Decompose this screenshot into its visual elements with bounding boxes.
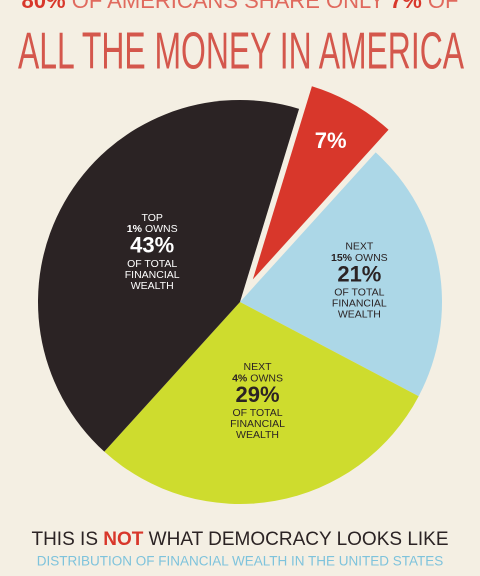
pie-slice	[104, 302, 419, 504]
slice-label: 15% OWNS	[331, 252, 388, 264]
slice-label: WEALTH	[131, 280, 174, 292]
slice-label: TOP	[141, 212, 162, 224]
kicker: 80% OF AMERICANS SHARE ONLY 7% OF	[22, 0, 459, 13]
slice-verb: OWNS	[250, 372, 283, 384]
slice-label: FINANCIAL	[332, 298, 387, 310]
slice-label: OF TOTAL	[334, 287, 384, 299]
kicker-part: OF AMERICANS SHARE ONLY	[66, 0, 390, 13]
value-label: 29%	[236, 382, 280, 407]
value-label: 21%	[337, 261, 381, 286]
slice-group: 1%	[127, 223, 143, 235]
pie-slice	[38, 100, 300, 452]
pie-slice	[240, 152, 443, 397]
slice-label: WEALTH	[338, 309, 381, 321]
slice-label: FINANCIAL	[230, 418, 285, 430]
kicker-part: 80%	[22, 0, 66, 13]
footer-part: THIS IS	[31, 529, 103, 550]
slice-label: OF TOTAL	[232, 407, 282, 419]
kicker-part: OF	[422, 0, 459, 13]
slice-verb: OWNS	[355, 252, 388, 264]
kicker-part: 7%	[390, 0, 422, 13]
slice-label: 4% OWNS	[232, 372, 283, 384]
value-label: 7%	[315, 128, 347, 153]
slice-label: WEALTH	[236, 429, 279, 441]
footer-part: WHAT DEMOCRACY LOOKS LIKE	[143, 529, 448, 550]
slice-verb: OWNS	[145, 223, 178, 235]
slice-group: 4%	[232, 372, 248, 384]
footer-part: NOT	[103, 529, 144, 550]
footer: THIS IS NOT WHAT DEMOCRACY LOOKS LIKE	[31, 529, 448, 550]
chart-title: ALL THE MONEY IN AMERICA	[18, 23, 464, 81]
slice-label: NEXT	[345, 241, 374, 253]
pie-slice	[252, 86, 389, 280]
slice-label: FINANCIAL	[125, 269, 180, 281]
slice-group: 15%	[331, 252, 353, 264]
caption: DISTRIBUTION OF FINANCIAL WEALTH IN THE …	[37, 554, 444, 569]
value-label: 43%	[130, 232, 174, 257]
slice-label: NEXT	[244, 361, 273, 373]
slice-label: 1% OWNS	[127, 223, 178, 235]
slice-label: OF TOTAL	[127, 258, 177, 270]
